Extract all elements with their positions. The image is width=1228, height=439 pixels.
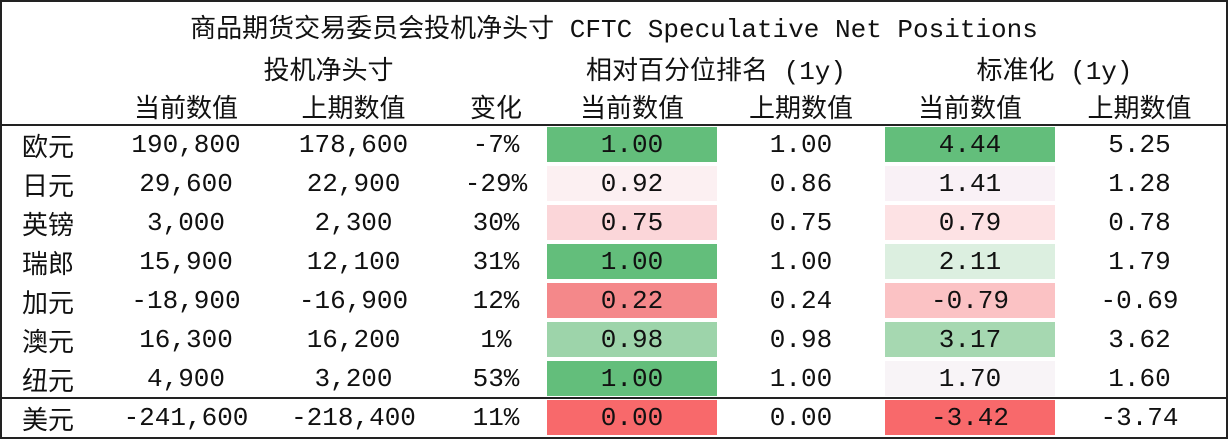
table-cell: 2,300 xyxy=(314,208,393,238)
table-cell: 1.00 xyxy=(600,364,664,394)
table-cell: 0.86 xyxy=(769,169,833,199)
table-cell: 3.17 xyxy=(938,325,1002,355)
column-header: 变化 xyxy=(469,94,522,125)
percentile-highlight xyxy=(547,283,717,318)
standardized-highlight xyxy=(885,400,1055,435)
table-cell: -3.74 xyxy=(1100,403,1179,433)
border xyxy=(1226,0,1228,439)
table-cell: 1.70 xyxy=(938,364,1002,394)
table-cell: -241,600 xyxy=(123,403,249,433)
percentile-highlight xyxy=(547,166,717,201)
table-cell: 1.60 xyxy=(1108,364,1171,394)
table-cell: -29% xyxy=(464,169,528,199)
table-cell: 3,000 xyxy=(146,208,225,238)
row-label: 澳元 xyxy=(22,328,75,359)
column-header: 当前数值 xyxy=(917,94,1022,125)
table-cell: 4.44 xyxy=(938,130,1002,160)
percentile-highlight xyxy=(547,400,717,435)
row-label: 瑞郎 xyxy=(22,250,75,281)
row-label: 加元 xyxy=(22,289,75,320)
table-cell: 12,100 xyxy=(306,247,401,277)
table-cell: 0.00 xyxy=(600,403,664,433)
table-cell: 16,300 xyxy=(139,325,233,355)
table-cell: -0.69 xyxy=(1100,286,1179,316)
table-cell: -3.42 xyxy=(930,403,1009,433)
table-cell: 0.00 xyxy=(769,403,833,433)
table-cell: 0.98 xyxy=(769,325,833,355)
standardized-highlight xyxy=(885,166,1055,201)
table-cell: 1.00 xyxy=(769,364,833,394)
standardized-highlight xyxy=(885,205,1055,240)
table-cell: 53% xyxy=(472,364,520,394)
standardized-highlight xyxy=(885,283,1055,318)
table-cell: 0.98 xyxy=(600,325,664,355)
table-cell: -218,400 xyxy=(291,403,416,433)
group-header: 相对百分位排名 (1y) xyxy=(585,56,846,87)
table-cell: 0.75 xyxy=(769,208,833,238)
table-cell: 1.00 xyxy=(769,130,833,160)
table-cell: 1.00 xyxy=(600,130,664,160)
table-cell: 0.79 xyxy=(938,208,1002,238)
table-cell: 1.41 xyxy=(938,169,1002,199)
table-cell: 11% xyxy=(472,403,520,433)
table-cell: 4,900 xyxy=(146,364,225,394)
table-cell: -0.79 xyxy=(930,286,1009,316)
table-cell: 1.28 xyxy=(1108,169,1171,199)
column-header: 上期数值 xyxy=(748,94,853,125)
row-label: 欧元 xyxy=(22,133,75,164)
table-cell: 3,200 xyxy=(314,364,393,394)
percentile-highlight xyxy=(547,127,717,162)
table-cell: 29,600 xyxy=(139,169,233,199)
table-cell: -7% xyxy=(472,130,520,160)
title: 商品期货交易委员会投机净头寸 CFTC Speculative Net Posi… xyxy=(190,14,1038,45)
column-header: 上期数值 xyxy=(301,94,406,125)
standardized-highlight xyxy=(885,361,1055,396)
standardized-highlight xyxy=(885,244,1055,279)
table-cell: 30% xyxy=(472,208,520,238)
column-header: 当前数值 xyxy=(133,94,238,125)
column-header: 上期数值 xyxy=(1087,94,1192,125)
table-cell: -16,900 xyxy=(298,286,409,316)
standardized-highlight xyxy=(885,322,1055,357)
border xyxy=(0,0,1228,2)
table-cell: 0.22 xyxy=(600,286,664,316)
border xyxy=(0,0,2,439)
table-cell: 16,200 xyxy=(306,325,401,355)
table-cell: 0.24 xyxy=(769,286,833,316)
group-header: 标准化 (1y) xyxy=(976,56,1133,87)
table-cell: 5.25 xyxy=(1108,130,1171,160)
table-cell: 15,900 xyxy=(139,247,233,277)
table-cell: 0.78 xyxy=(1108,208,1171,238)
table-cell: 12% xyxy=(472,286,520,316)
table-cell: 0.92 xyxy=(600,169,664,199)
row-label: 纽元 xyxy=(22,367,75,398)
table-cell: 1% xyxy=(480,325,512,355)
row-label: 日元 xyxy=(22,172,75,203)
table-cell: 178,600 xyxy=(298,130,409,160)
table-cell: 1.00 xyxy=(600,247,664,277)
table-cell: 0.75 xyxy=(600,208,664,238)
group-header: 投机净头寸 xyxy=(263,56,394,87)
border xyxy=(0,437,1228,439)
table-cell: -18,900 xyxy=(131,286,241,316)
table-cell: 190,800 xyxy=(131,130,241,160)
column-header: 当前数值 xyxy=(579,94,684,125)
row-label: 美元 xyxy=(22,406,75,437)
table-cell: 1.00 xyxy=(769,247,833,277)
border xyxy=(0,397,1228,399)
percentile-highlight xyxy=(547,322,717,357)
table-cell: 2.11 xyxy=(938,247,1002,277)
table-cell: 31% xyxy=(472,247,520,277)
row-label: 英镑 xyxy=(22,211,75,242)
percentile-highlight xyxy=(547,244,717,279)
percentile-highlight xyxy=(547,361,717,396)
table-cell: 22,900 xyxy=(306,169,401,199)
standardized-highlight xyxy=(885,127,1055,162)
table-cell: 3.62 xyxy=(1108,325,1171,355)
table-cell: 1.79 xyxy=(1108,247,1171,277)
percentile-highlight xyxy=(547,205,717,240)
border xyxy=(0,124,1228,126)
